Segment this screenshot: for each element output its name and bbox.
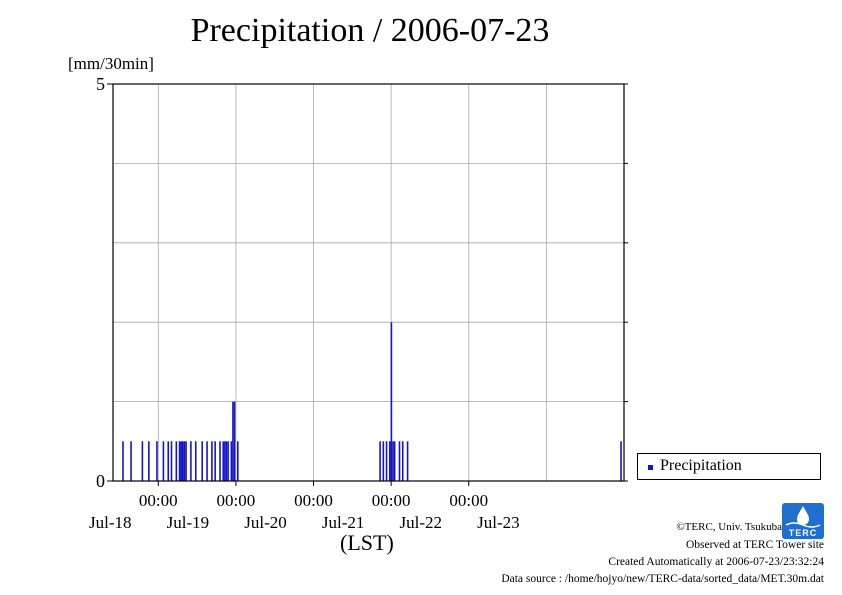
precip-bar <box>230 441 233 481</box>
precip-bar <box>232 401 234 481</box>
precip-bar <box>185 441 187 481</box>
precip-bar <box>211 441 213 481</box>
x-tick-label-date: Jul-18 <box>89 513 132 532</box>
legend-label: Precipitation <box>660 457 742 474</box>
precip-bar <box>156 441 158 481</box>
copyright-credit: ©TERC, Univ. Tsukuba <box>676 521 782 533</box>
x-tick-label-time: 00:00 <box>217 491 256 510</box>
precip-bar <box>379 441 381 481</box>
precip-bar <box>175 441 178 481</box>
precip-bar <box>392 441 394 481</box>
precip-bar <box>214 441 216 481</box>
precip-bar <box>190 441 192 481</box>
x-tick-label-date: Jul-22 <box>400 513 443 532</box>
x-tick-label-date: Jul-19 <box>167 513 210 532</box>
terc-logo: TERC <box>782 503 824 539</box>
precip-bar <box>182 441 184 481</box>
precip-bar <box>406 441 409 481</box>
precip-bar <box>219 441 221 481</box>
x-tick-label-time: 00:00 <box>449 491 488 510</box>
x-tick-label-date: Jul-20 <box>244 513 287 532</box>
precip-bar <box>620 441 622 481</box>
y-axis-unit-label: [mm/30min] <box>68 54 154 73</box>
precip-bar <box>201 441 204 481</box>
precip-bar <box>401 441 404 481</box>
data-source-note: Data source : /home/hojyo/new/TERC-data/… <box>501 573 824 585</box>
precip-bar <box>222 441 225 481</box>
precip-bar <box>382 441 385 481</box>
precip-bar <box>162 441 165 481</box>
precip-bar <box>180 441 182 481</box>
x-tick-label-date: Jul-21 <box>322 513 365 532</box>
precip-bar <box>130 441 132 481</box>
precip-bar <box>390 322 393 481</box>
precip-bar <box>224 441 226 481</box>
precip-bar <box>388 441 391 481</box>
created-note: Created Automatically at 2006-07-23/23:3… <box>608 556 824 568</box>
x-tick-label-time: 00:00 <box>372 491 411 510</box>
legend-swatch <box>648 465 653 470</box>
x-tick-label-date: Jul-23 <box>477 513 520 532</box>
y-tick-label: 5 <box>96 74 105 94</box>
precip-bar <box>148 441 150 481</box>
x-axis-label: (LST) <box>340 530 394 555</box>
chart-title: Precipitation / 2006-07-23 <box>190 12 550 49</box>
precip-bar <box>227 441 229 481</box>
observed-note: Observed at TERC Tower site <box>685 539 824 551</box>
precip-bar <box>225 441 228 481</box>
x-tick-label-time: 00:00 <box>139 491 178 510</box>
x-tick-label-time: 00:00 <box>294 491 333 510</box>
logo-text: TERC <box>788 528 818 538</box>
precip-bar <box>170 441 173 481</box>
precip-bar <box>194 441 197 481</box>
precip-bar <box>183 441 186 481</box>
precip-bar <box>206 441 208 481</box>
precip-bar <box>393 441 396 481</box>
precip-bar <box>167 441 170 481</box>
precip-bar <box>122 441 124 481</box>
plot-frame <box>112 83 625 482</box>
precip-bar <box>178 441 181 481</box>
legend: Precipitation <box>637 453 821 480</box>
precip-bar <box>141 441 144 481</box>
water-drop-icon <box>785 506 821 528</box>
precip-bar <box>385 441 388 481</box>
precip-bar <box>236 441 239 481</box>
precip-bar <box>398 441 401 481</box>
y-tick-label: 0 <box>96 471 105 491</box>
precip-bar <box>233 401 236 481</box>
